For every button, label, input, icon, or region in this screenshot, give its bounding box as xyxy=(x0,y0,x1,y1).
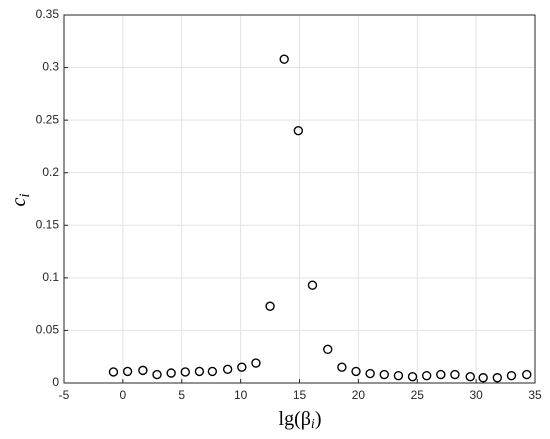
y-tick-label: 0.3 xyxy=(42,60,59,74)
point xyxy=(138,365,148,376)
x-label-part: ) xyxy=(315,408,322,430)
y-label-part: c xyxy=(8,198,30,207)
point xyxy=(436,369,446,380)
point xyxy=(407,371,418,382)
y-label-subscript: i xyxy=(17,193,33,197)
point xyxy=(152,369,162,380)
x-tick-label: 15 xyxy=(293,388,307,402)
point xyxy=(450,369,460,380)
point xyxy=(506,370,517,381)
point xyxy=(122,366,133,377)
point xyxy=(323,344,333,355)
y-tick-label: 0.15 xyxy=(36,217,60,231)
point xyxy=(307,280,318,290)
x-axis-label: lg(βi) xyxy=(279,408,322,433)
point xyxy=(265,301,275,311)
point xyxy=(180,367,190,377)
point xyxy=(465,371,475,382)
point xyxy=(279,54,289,64)
x-tick-label: 35 xyxy=(528,388,542,402)
point xyxy=(108,367,119,377)
y-tick-label: 0 xyxy=(52,375,59,389)
x-label-subscript: i xyxy=(311,417,315,432)
x-tick-label: 10 xyxy=(234,388,248,402)
y-tick-label: 0.2 xyxy=(42,165,59,179)
x-tick-label: 5 xyxy=(178,388,185,402)
point xyxy=(207,366,218,377)
x-tick-label: 30 xyxy=(469,388,483,402)
x-tick-label: 20 xyxy=(352,388,366,402)
x-label-part: lg(β xyxy=(279,408,311,430)
point xyxy=(337,362,347,372)
y-tick-label: 0.25 xyxy=(36,112,60,126)
x-tick-label: -5 xyxy=(59,388,70,402)
y-axis-label: ci xyxy=(8,193,34,206)
point xyxy=(492,373,503,383)
point xyxy=(522,369,532,380)
point xyxy=(293,125,304,136)
point xyxy=(166,368,176,378)
point xyxy=(365,368,375,379)
x-tick-label: 0 xyxy=(120,388,127,402)
point xyxy=(251,358,261,368)
point xyxy=(222,364,233,375)
point xyxy=(478,373,488,383)
point xyxy=(379,369,389,380)
y-tick-label: 0.35 xyxy=(36,7,60,21)
point xyxy=(194,366,205,377)
point xyxy=(421,370,432,381)
point xyxy=(393,370,404,381)
plot-frame xyxy=(63,14,536,384)
x-tick-label: 25 xyxy=(411,388,425,402)
point xyxy=(237,362,247,372)
y-tick-label: 0.05 xyxy=(36,323,60,337)
point xyxy=(351,366,361,377)
y-tick-label: 0.1 xyxy=(42,270,59,284)
